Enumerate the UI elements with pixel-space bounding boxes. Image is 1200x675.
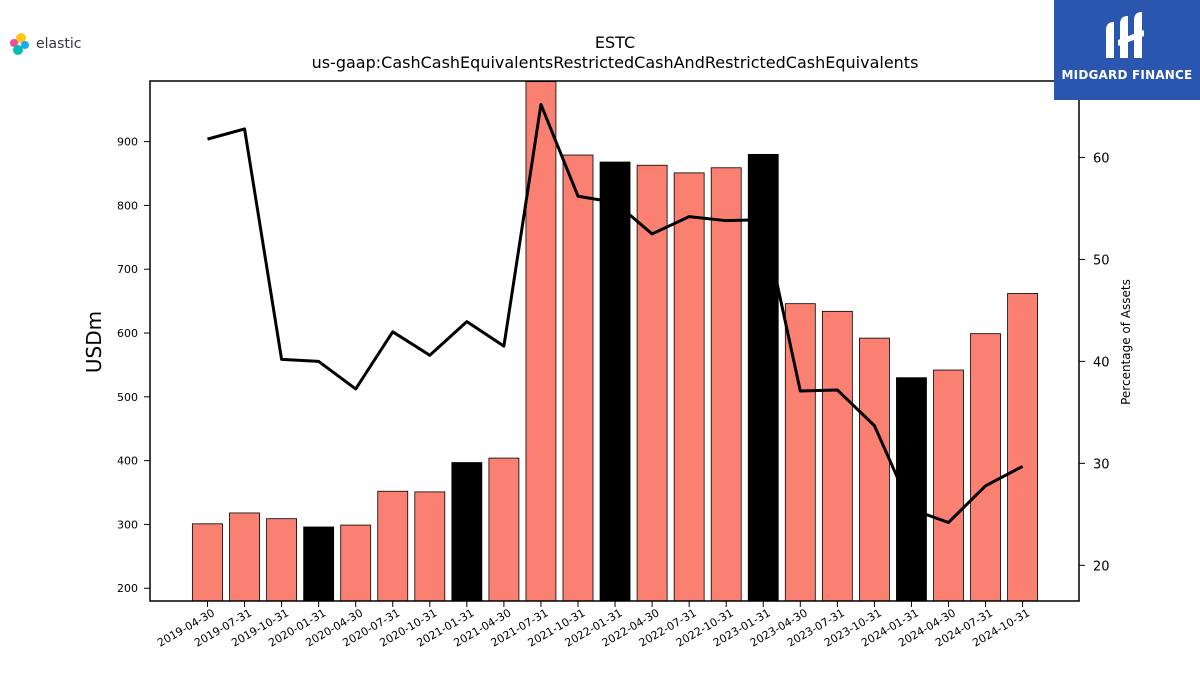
bar-2023-10-31	[859, 337, 890, 602]
bar-2019-04-30	[192, 523, 223, 602]
y-tick-label: 800	[117, 199, 138, 212]
midgard-logo-icon	[1106, 12, 1144, 58]
bar-2023-07-31	[821, 310, 853, 602]
elastic-brand: elastic	[8, 32, 81, 56]
bar-2021-07-31	[525, 81, 557, 602]
percentage-line	[207, 102, 1024, 524]
plot-frame	[149, 80, 1080, 602]
x-ticks: 2019-04-302019-07-312019-10-312020-01-31…	[155, 601, 1032, 650]
y-tick-label: 200	[117, 582, 138, 595]
y2-tick-label: 30	[1093, 457, 1110, 472]
bar-2023-04-30	[784, 303, 816, 602]
bar-2020-04-30	[340, 524, 372, 602]
bar-2022-04-30	[636, 164, 668, 602]
chart-subtitle: us-gaap:CashCashEquivalentsRestrictedCas…	[312, 53, 919, 72]
y2-axis-label: Percentage of Assets	[1119, 279, 1133, 405]
bar-2020-01-31	[303, 526, 335, 602]
bar-2024-01-31	[896, 377, 927, 602]
y-tick-label: 400	[117, 455, 138, 468]
y-tick-label: 300	[117, 518, 138, 531]
bar-2023-01-31	[747, 153, 779, 602]
bar-2019-07-31	[229, 512, 260, 602]
bar-2022-10-31	[710, 167, 742, 602]
bar-2024-04-30	[933, 369, 964, 602]
bar-2021-01-31	[451, 462, 483, 602]
y-axis-label: USDm	[82, 311, 106, 373]
y-tick-label: 900	[117, 136, 138, 149]
y-ticks: 200 300 400 500 600 700 800 900	[117, 136, 150, 595]
bar-2022-07-31	[673, 172, 705, 602]
bar-2024-10-31	[1007, 293, 1038, 602]
y-tick-label: 500	[117, 391, 138, 404]
bars	[192, 81, 1038, 602]
elastic-logo-icon	[10, 33, 29, 55]
y2-tick-label: 40	[1093, 355, 1110, 370]
chart-title: ESTC	[595, 33, 635, 52]
y2-tick-label: 50	[1093, 253, 1110, 268]
bar-2020-07-31	[377, 490, 409, 602]
bar-2020-10-31	[414, 491, 446, 602]
bar-2024-07-31	[970, 333, 1001, 602]
y-tick-label: 600	[117, 327, 138, 340]
y-tick-label: 700	[117, 263, 138, 276]
bar-2022-01-31	[599, 161, 631, 602]
midgard-brand-name: MIDGARD FINANCE	[1061, 68, 1193, 82]
bar-2019-10-31	[266, 518, 298, 602]
percentage-series-line	[207, 102, 1024, 524]
elastic-brand-name: elastic	[36, 36, 82, 52]
y2-tick-label: 20	[1093, 559, 1110, 574]
bar-2021-10-31	[562, 154, 594, 602]
y2-tick-label: 60	[1093, 151, 1110, 166]
midgard-watermark: MIDGARD FINANCE	[1054, 0, 1200, 100]
y2-ticks: 20 30 40 50 60	[1079, 151, 1110, 574]
bar-2021-04-30	[488, 457, 520, 602]
